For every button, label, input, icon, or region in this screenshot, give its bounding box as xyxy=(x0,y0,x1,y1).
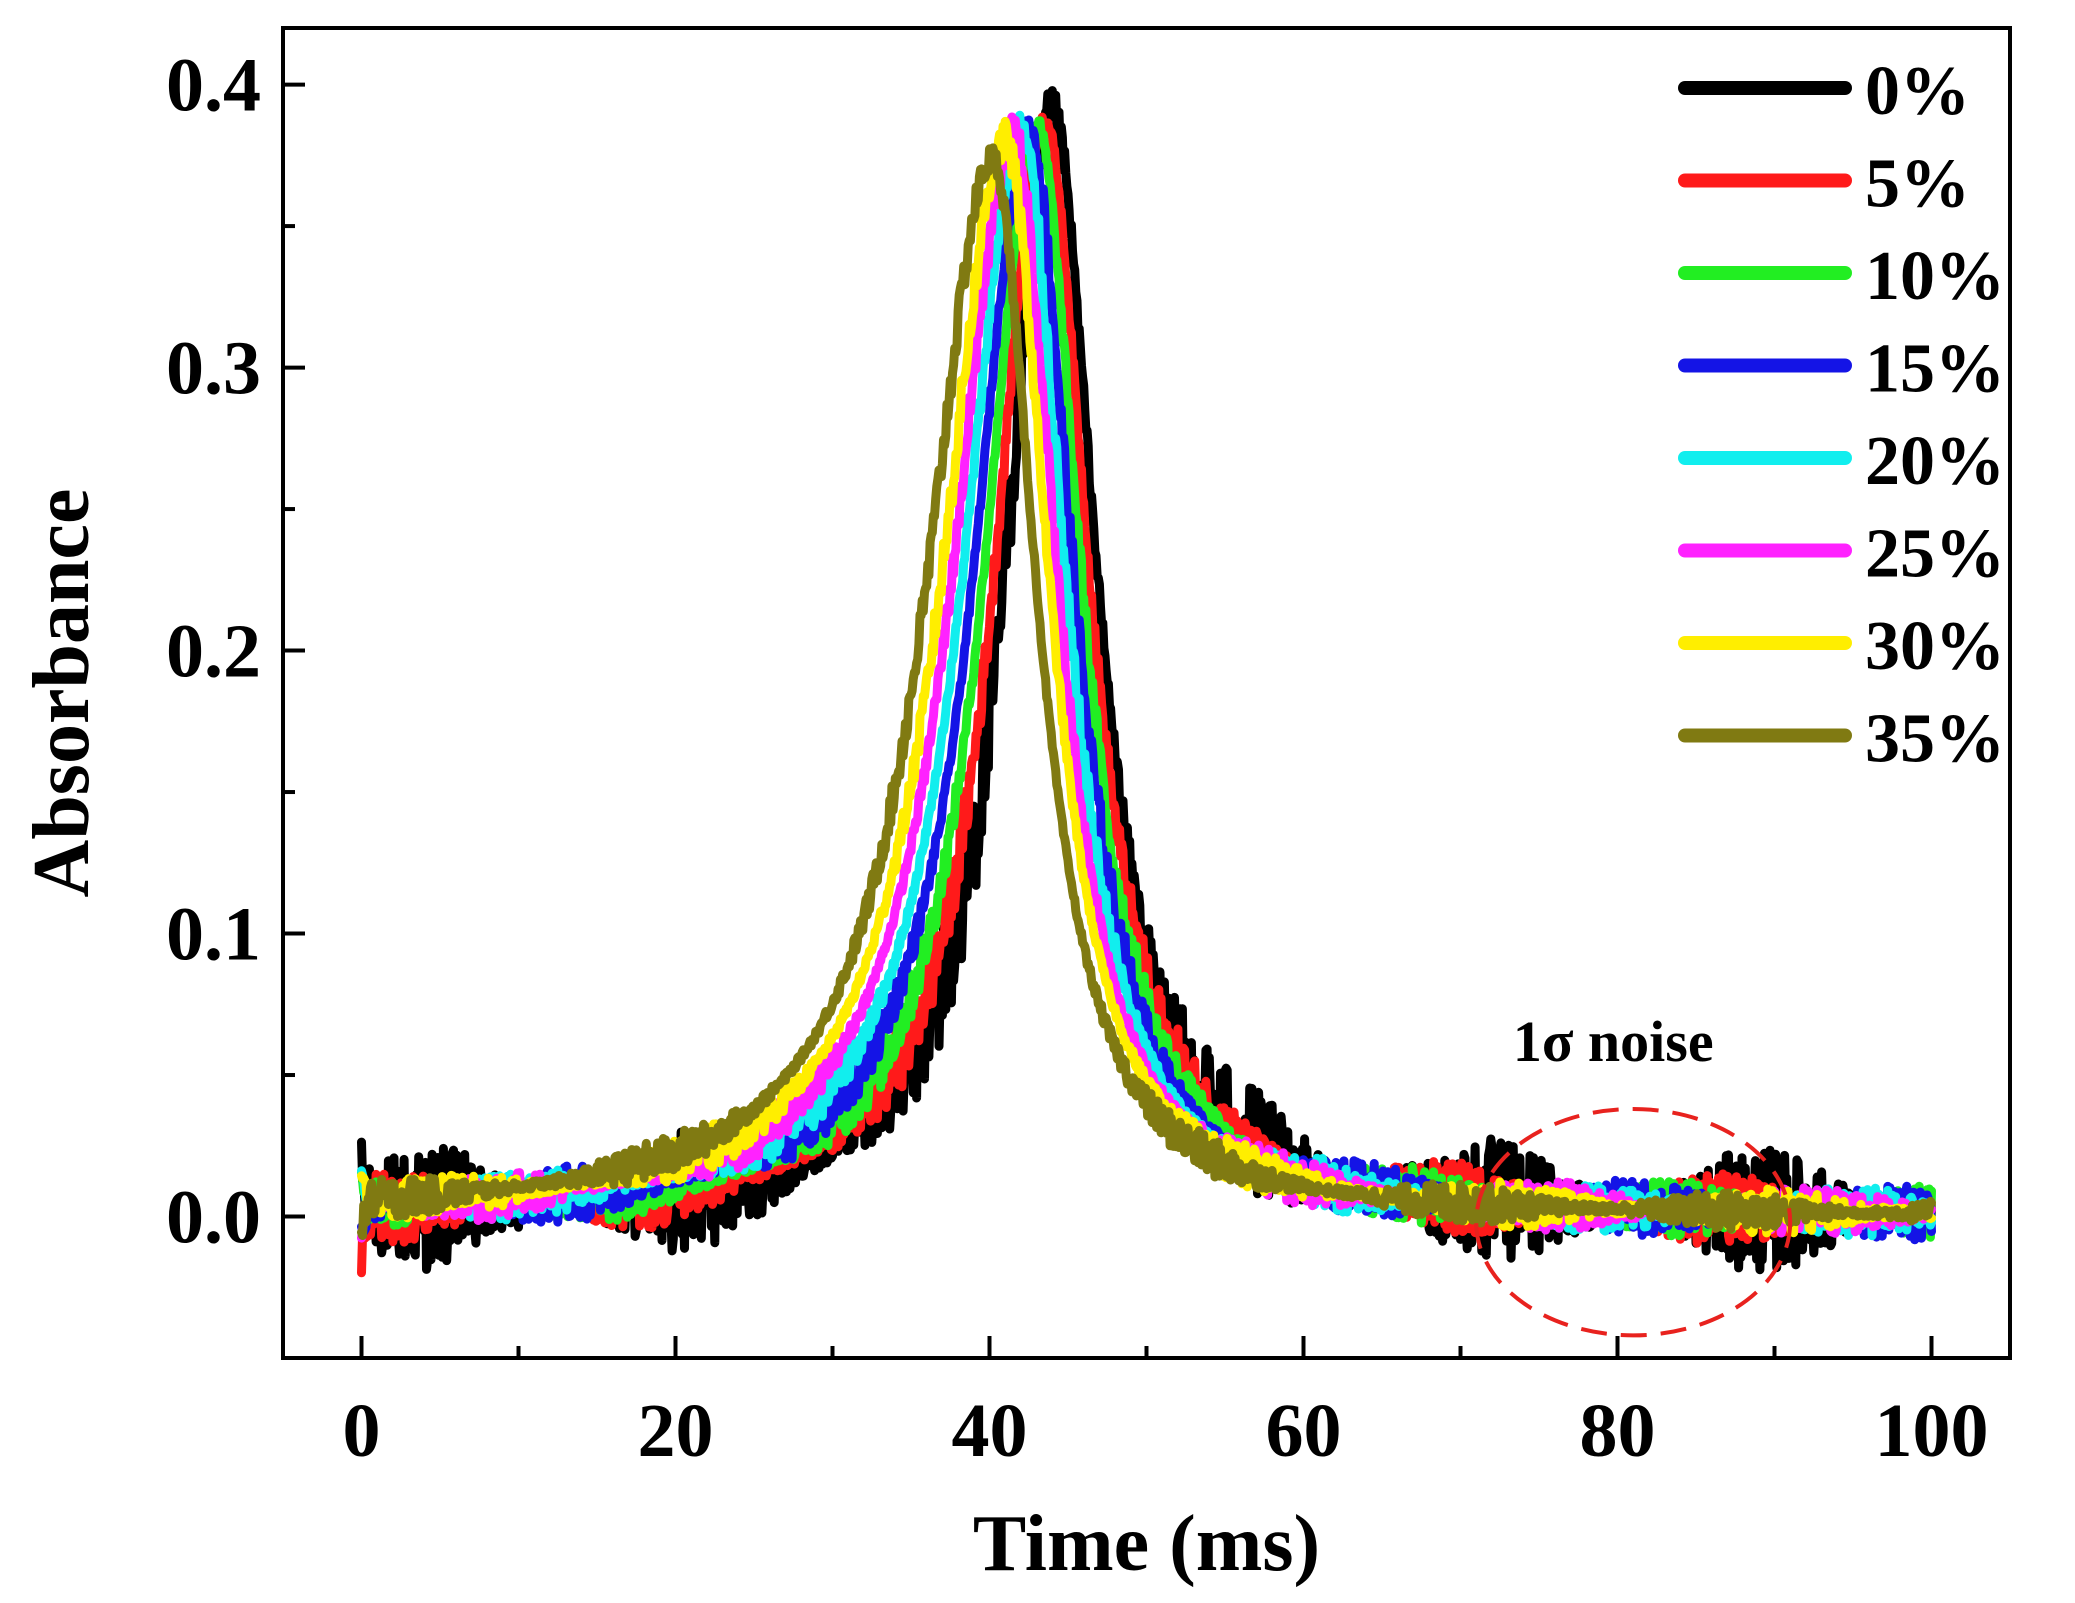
x-tick-label: 60 xyxy=(1266,1389,1342,1473)
legend-label: 35% xyxy=(1865,701,2005,778)
legend-label: 10% xyxy=(1865,238,2005,315)
series-layer xyxy=(357,86,1936,1278)
noise-ellipse xyxy=(1474,1106,1793,1338)
legend-label: 20% xyxy=(1865,423,2005,500)
annotation-layer: 1σ noise xyxy=(1474,1009,1793,1338)
x-tick-label: 20 xyxy=(638,1389,714,1473)
legend-label: 25% xyxy=(1865,516,2005,593)
y-tick-label: 0.2 xyxy=(166,610,261,694)
legend-label: 0% xyxy=(1865,53,1970,130)
y-tick-label: 0.1 xyxy=(166,893,261,977)
axes-layer: 0 20 40 60 80 100 0.0 0.1 0.2 0.3 0.4 xyxy=(166,44,1989,1473)
legend-label: 15% xyxy=(1865,331,2005,408)
legend: 0% 5% 10% 15% 20% 25% 30% 35% xyxy=(1678,53,2005,778)
y-tick-label: 0.3 xyxy=(166,327,261,411)
plot-frame xyxy=(281,26,2012,1360)
x-tick-label: 80 xyxy=(1580,1389,1656,1473)
x-tick-label: 0 xyxy=(343,1389,381,1473)
x-tick-label: 100 xyxy=(1875,1389,1989,1473)
noise-annotation-label: 1σ noise xyxy=(1513,1009,1714,1074)
x-axis-label: Time (ms) xyxy=(973,1500,1320,1588)
y-tick-label: 0.0 xyxy=(166,1176,261,1260)
y-tick-label: 0.4 xyxy=(166,44,261,128)
legend-label: 5% xyxy=(1865,146,1970,223)
x-tick-label: 40 xyxy=(952,1389,1028,1473)
series-line-35pct xyxy=(357,143,1936,1240)
y-axis-label: Absorbance xyxy=(18,489,106,898)
legend-label: 30% xyxy=(1865,608,2005,685)
